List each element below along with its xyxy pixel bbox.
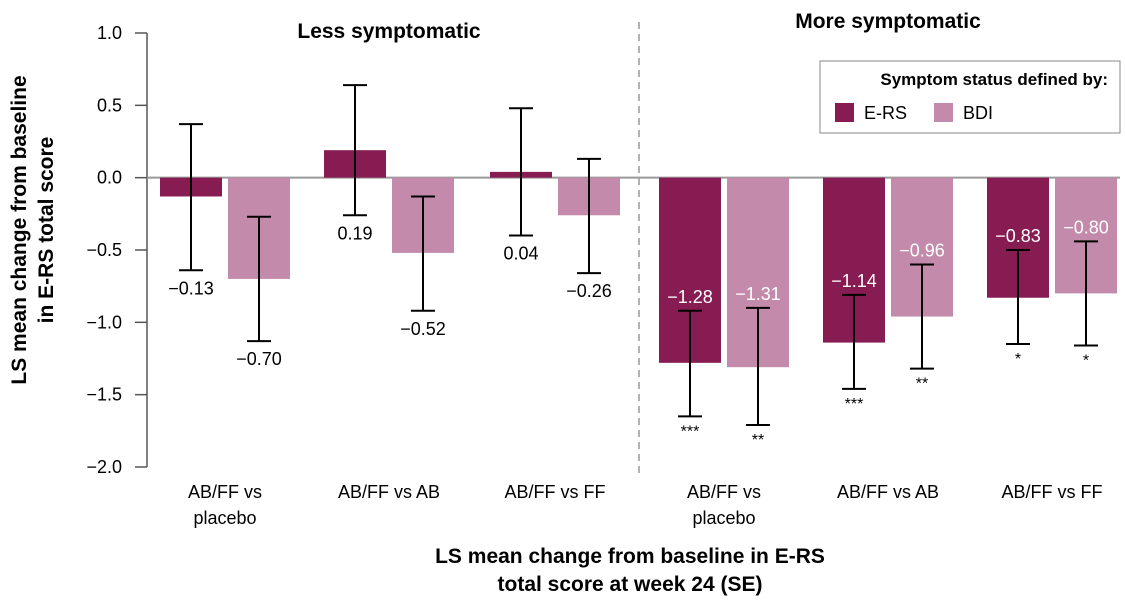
x-category-label: AB/FF vs FF xyxy=(505,482,606,502)
y-axis-title: in E-RS total score xyxy=(35,137,58,324)
y-tick-label: 0.0 xyxy=(97,168,122,188)
significance-marker: ** xyxy=(752,432,764,449)
value-label: −0.83 xyxy=(995,226,1041,246)
x-category-label: AB/FF vs AB xyxy=(338,482,440,502)
x-category-label: placebo xyxy=(193,508,256,528)
value-label: −0.70 xyxy=(236,349,282,369)
x-category-label: AB/FF vs AB xyxy=(837,482,939,502)
x-category-label: AB/FF vs xyxy=(687,482,761,502)
legend-title: Symptom status defined by: xyxy=(880,70,1108,89)
x-axis-title: LS mean change from baseline in E-RS xyxy=(435,545,825,568)
significance-marker: *** xyxy=(845,396,864,413)
y-tick-label: −0.5 xyxy=(86,240,122,260)
group-title-less: Less symptomatic xyxy=(297,20,481,43)
significance-marker: *** xyxy=(681,423,700,440)
y-tick-label: 1.0 xyxy=(97,23,122,43)
value-label: 0.04 xyxy=(503,244,538,264)
x-category-label: AB/FF vs FF xyxy=(1002,482,1103,502)
significance-marker: * xyxy=(1015,351,1021,368)
group-title-more: More symptomatic xyxy=(795,10,981,33)
value-label: −0.80 xyxy=(1063,217,1109,237)
y-axis-title: LS mean change from baseline xyxy=(8,75,31,384)
y-tick-label: −1.0 xyxy=(86,312,122,332)
y-tick-label: −2.0 xyxy=(86,457,122,477)
value-label: −1.31 xyxy=(735,284,781,304)
x-axis-title: total score at week 24 (SE) xyxy=(498,573,763,596)
y-tick-label: 0.5 xyxy=(97,95,122,115)
value-label: −0.96 xyxy=(899,240,945,260)
value-label: −1.28 xyxy=(667,287,713,307)
significance-marker: * xyxy=(1083,352,1089,369)
value-label: −0.26 xyxy=(566,281,612,301)
x-category-label: AB/FF vs xyxy=(188,482,262,502)
value-label: −0.52 xyxy=(400,319,446,339)
y-tick-label: −1.5 xyxy=(86,385,122,405)
legend-swatch-bdi xyxy=(934,103,953,122)
value-label: −0.13 xyxy=(168,278,214,298)
legend-box xyxy=(819,60,1121,134)
legend-label-ers: E-RS xyxy=(864,103,907,123)
significance-marker: ** xyxy=(916,376,928,393)
value-label: 0.19 xyxy=(337,223,372,243)
legend-swatch-ers xyxy=(835,103,854,122)
x-category-label: placebo xyxy=(692,508,755,528)
value-label: −1.14 xyxy=(831,271,877,291)
legend-label-bdi: BDI xyxy=(963,103,993,123)
